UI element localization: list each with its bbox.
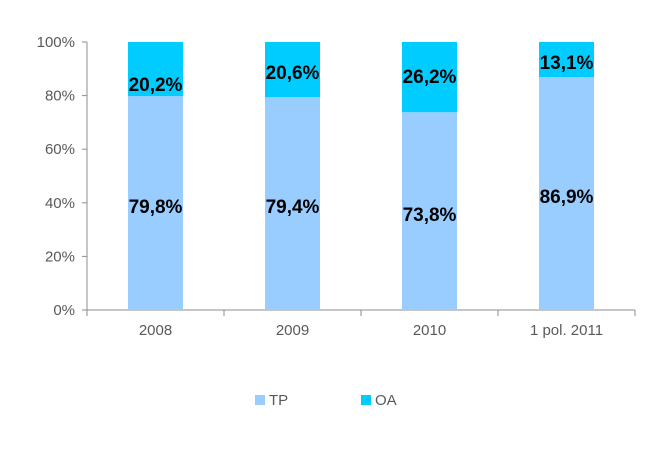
legend-swatch-tp bbox=[255, 395, 265, 405]
legend-swatch-oa bbox=[361, 395, 371, 405]
data-label-oa: 20,6% bbox=[266, 63, 320, 84]
bar-tp bbox=[128, 96, 183, 310]
bar-tp bbox=[539, 77, 594, 310]
data-label-oa: 26,2% bbox=[403, 67, 457, 88]
data-label-tp: 79,8% bbox=[129, 197, 183, 218]
data-label-oa: 13,1% bbox=[540, 53, 594, 74]
x-tick-label: 2010 bbox=[413, 322, 446, 339]
y-tick-label: 40% bbox=[45, 195, 75, 212]
x-tick-label: 2009 bbox=[276, 322, 309, 339]
data-label-tp: 79,4% bbox=[266, 197, 320, 218]
y-tick-label: 0% bbox=[53, 302, 75, 319]
data-label-tp: 86,9% bbox=[540, 187, 594, 208]
bar-oa bbox=[402, 42, 457, 113]
bar-oa bbox=[539, 42, 594, 78]
data-label-tp: 73,8% bbox=[403, 205, 457, 226]
data-label-oa: 20,2% bbox=[129, 75, 183, 96]
bar-oa bbox=[128, 42, 183, 97]
legend: TP OA bbox=[255, 392, 397, 409]
bar-tp bbox=[265, 97, 320, 310]
x-tick-label: 1 pol. 2011 bbox=[530, 322, 603, 339]
y-tick-label: 100% bbox=[37, 34, 75, 51]
legend-label-tp: TP bbox=[269, 392, 288, 409]
y-tick-label: 60% bbox=[45, 141, 75, 158]
y-tick-label: 80% bbox=[45, 88, 75, 105]
x-tick-label: 2008 bbox=[139, 322, 172, 339]
plot-area: 0% 20% 40% 60% 80% 100% 2008 2009 2010 1 pol. 201… bbox=[37, 34, 636, 339]
y-tick-label: 20% bbox=[45, 248, 75, 265]
bar-oa bbox=[265, 42, 320, 98]
legend-label-oa: OA bbox=[375, 392, 397, 409]
bar-tp bbox=[402, 112, 457, 310]
